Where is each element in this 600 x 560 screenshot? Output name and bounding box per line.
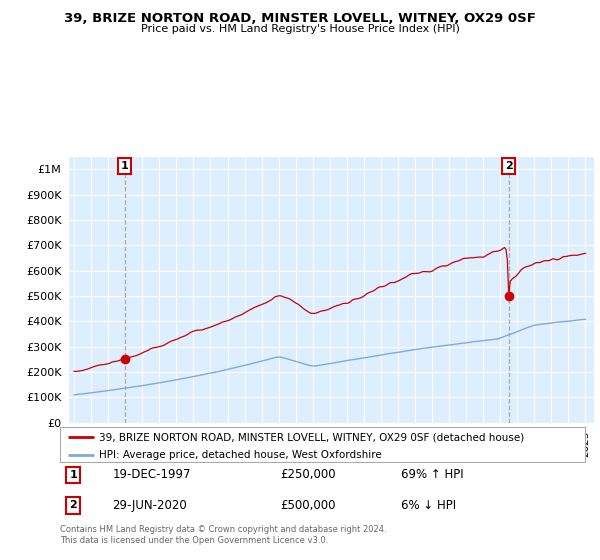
Text: 1: 1 xyxy=(69,470,77,480)
Text: £250,000: £250,000 xyxy=(281,468,336,482)
Text: HPI: Average price, detached house, West Oxfordshire: HPI: Average price, detached house, West… xyxy=(100,450,382,460)
Text: £500,000: £500,000 xyxy=(281,499,336,512)
Text: 6% ↓ HPI: 6% ↓ HPI xyxy=(401,499,457,512)
Text: 39, BRIZE NORTON ROAD, MINSTER LOVELL, WITNEY, OX29 0SF: 39, BRIZE NORTON ROAD, MINSTER LOVELL, W… xyxy=(64,12,536,25)
Text: 19-DEC-1997: 19-DEC-1997 xyxy=(113,468,191,482)
Text: 2: 2 xyxy=(69,501,77,511)
Text: 69% ↑ HPI: 69% ↑ HPI xyxy=(401,468,464,482)
Text: Contains HM Land Registry data © Crown copyright and database right 2024.
This d: Contains HM Land Registry data © Crown c… xyxy=(60,525,386,545)
Text: 2: 2 xyxy=(505,161,512,171)
Text: 1: 1 xyxy=(121,161,128,171)
Text: Price paid vs. HM Land Registry's House Price Index (HPI): Price paid vs. HM Land Registry's House … xyxy=(140,24,460,34)
Text: 29-JUN-2020: 29-JUN-2020 xyxy=(113,499,187,512)
Text: 39, BRIZE NORTON ROAD, MINSTER LOVELL, WITNEY, OX29 0SF (detached house): 39, BRIZE NORTON ROAD, MINSTER LOVELL, W… xyxy=(100,432,524,442)
